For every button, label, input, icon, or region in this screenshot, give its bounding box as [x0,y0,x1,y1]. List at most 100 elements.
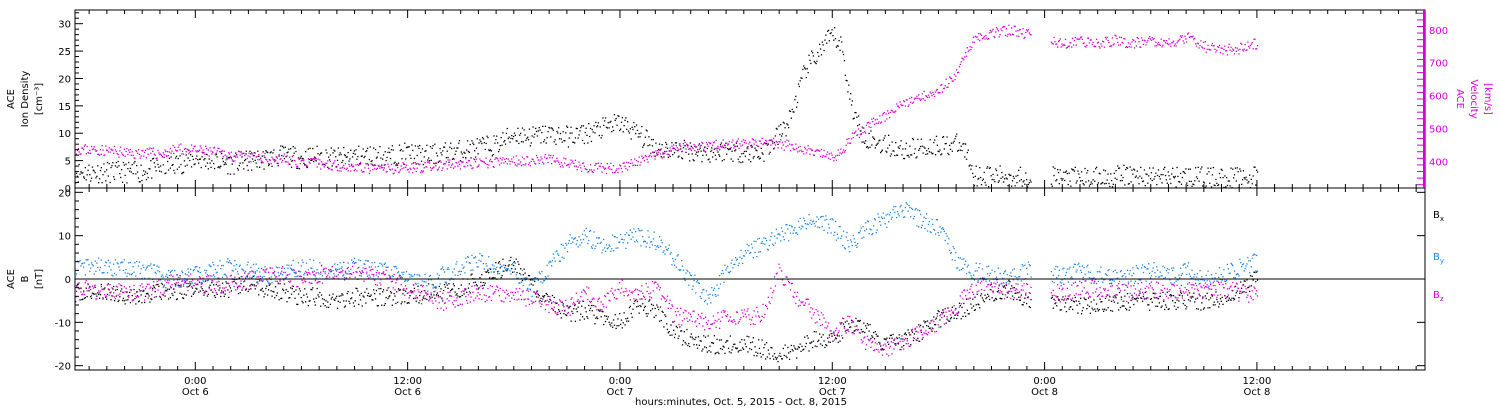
data-point [316,287,318,290]
data-point [875,333,877,335]
data-point [1099,47,1101,49]
data-point [449,295,451,297]
data-point [344,154,347,157]
data-point [803,348,805,350]
data-point [1009,174,1011,177]
data-point [434,287,436,289]
data-point [363,156,365,159]
data-point [649,246,651,249]
data-point [199,290,201,292]
data-point [389,151,391,154]
data-point [1220,300,1222,302]
data-point [612,126,614,128]
data-point [360,292,362,295]
data-point [295,150,297,153]
data-point [866,145,869,148]
data-point [328,306,330,308]
data-point [186,286,188,288]
data-point [257,150,259,152]
data-point [973,41,976,43]
data-point [899,348,901,351]
data-point [892,150,894,152]
data-point [1212,166,1214,169]
data-point [1147,304,1149,306]
data-point [1064,179,1066,182]
data-point [991,297,993,299]
data-point [508,136,510,138]
data-point [313,156,316,158]
data-point [695,153,697,155]
data-point [1248,45,1250,48]
data-point [819,155,822,158]
data-point [215,283,217,286]
data-point [496,157,498,159]
data-point [866,322,869,325]
data-point [228,156,230,159]
data-point [682,143,685,145]
data-point [956,317,958,320]
data-point [560,162,562,164]
data-point [309,147,311,149]
data-point [549,260,551,262]
data-point [196,151,198,153]
data-point [198,271,200,273]
data-point [150,160,152,162]
data-point [1154,175,1156,178]
data-point [77,181,79,183]
data-point [279,149,281,151]
data-point [621,327,623,329]
data-point [781,230,784,233]
data-point [717,351,719,353]
data-point [670,324,672,326]
data-point [864,331,866,334]
data-point [1070,185,1072,187]
data-point [484,282,486,284]
data-point [589,169,591,171]
data-point [355,164,357,166]
data-point [297,157,300,159]
data-point [119,150,121,152]
data-point [829,32,831,35]
data-point [977,303,979,305]
data-point [842,53,845,56]
data-point [374,164,376,166]
data-point [462,156,464,159]
data-point [488,164,490,166]
data-point [184,281,186,283]
data-point [750,243,753,245]
data-point [202,289,204,292]
data-point [694,145,696,147]
data-point [594,323,596,325]
data-point [315,160,317,162]
data-point [493,265,495,267]
data-point [435,162,438,164]
data-point [195,150,197,152]
data-point [772,243,774,245]
data-point [328,168,330,170]
data-point [1173,305,1176,307]
data-point [457,274,459,277]
data-point [835,239,838,241]
data-point [688,284,690,286]
data-point [781,227,783,229]
data-point [620,167,623,170]
data-point [541,270,543,273]
data-point [527,290,530,292]
data-point [1205,185,1207,187]
data-point [692,147,694,150]
data-point [185,151,187,153]
data-point [924,147,926,149]
data-point [267,289,270,291]
data-point [1164,308,1166,311]
data-point [947,307,949,309]
data-point [965,158,968,160]
data-point [250,161,252,163]
data-point [914,148,916,150]
data-point [969,164,971,166]
data-point [792,350,794,352]
data-point [764,142,766,144]
data-point [1066,46,1068,49]
data-point [1210,186,1213,188]
data-point [840,36,842,38]
data-point [655,142,657,144]
